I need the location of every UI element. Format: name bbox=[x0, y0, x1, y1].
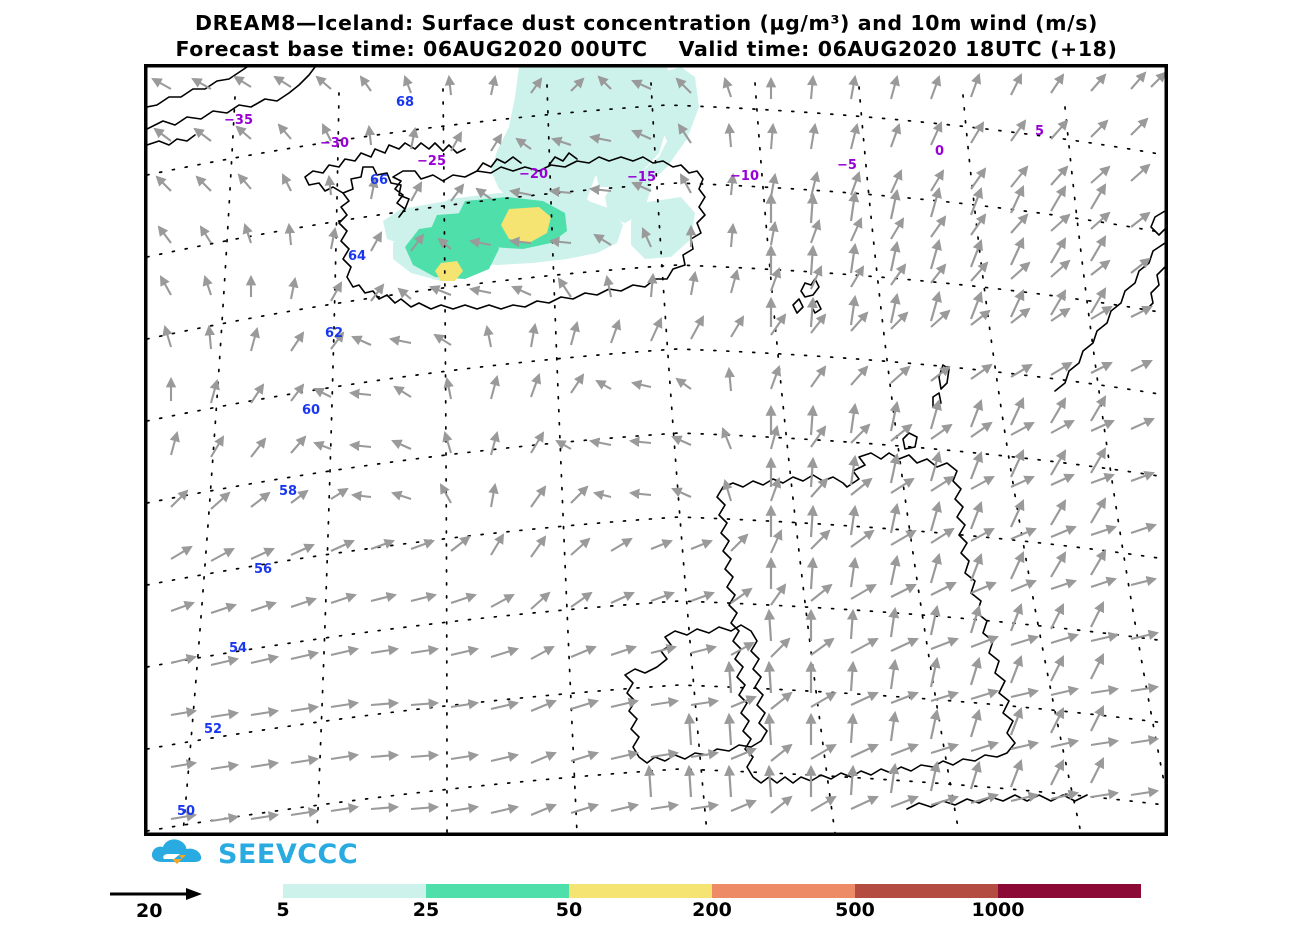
colorbar-label-200: 200 bbox=[692, 899, 732, 921]
colorbar-label-500: 500 bbox=[835, 899, 875, 921]
wind-vector-northward-layer bbox=[644, 183, 1107, 798]
colorbar-segment-25 bbox=[426, 884, 569, 898]
logo-text: SEEVCCC bbox=[218, 838, 359, 870]
colorbar-segment-200 bbox=[712, 884, 855, 898]
plot-border bbox=[147, 67, 1165, 833]
title-block: DREAM8—Iceland: Surface dust concentrati… bbox=[0, 10, 1293, 62]
colorbar-segment-5 bbox=[283, 884, 426, 898]
map-plot-area: 68 66 64 62 60 58 56 54 52 50 −35 −30 −25 −20 −15 −10−… bbox=[144, 64, 1168, 836]
colorbar-segment-1000 bbox=[998, 884, 1141, 898]
colorbar-label-25: 25 bbox=[412, 899, 440, 921]
map-canvas bbox=[147, 67, 1165, 833]
page-title: DREAM8—Iceland: Surface dust concentrati… bbox=[195, 11, 1098, 35]
dust-concentration-layer bbox=[383, 67, 699, 281]
colorbar-label-1000: 1000 bbox=[971, 899, 1025, 921]
seevccc-logo: SEEVCCC bbox=[148, 836, 358, 872]
colorbar-segment-500 bbox=[855, 884, 998, 898]
wind-scale-value: 20 bbox=[136, 900, 163, 922]
colorbar-segment-50 bbox=[569, 884, 712, 898]
dust-concentration-colorbar bbox=[283, 884, 1141, 898]
page-subtitle: Forecast base time: 06AUG2020 00UTC Vali… bbox=[175, 37, 1118, 61]
cloud-icon bbox=[151, 839, 202, 864]
colorbar-label-50: 50 bbox=[555, 899, 583, 921]
wind-reference-arrow-icon bbox=[110, 888, 202, 900]
colorbar-label-5: 5 bbox=[276, 899, 290, 921]
colorbar-tick-labels: 5 25 50 200 500 1000 bbox=[276, 899, 1141, 925]
wind-vector-layer bbox=[151, 71, 1165, 824]
wind-scale-key: 20 bbox=[108, 884, 228, 924]
